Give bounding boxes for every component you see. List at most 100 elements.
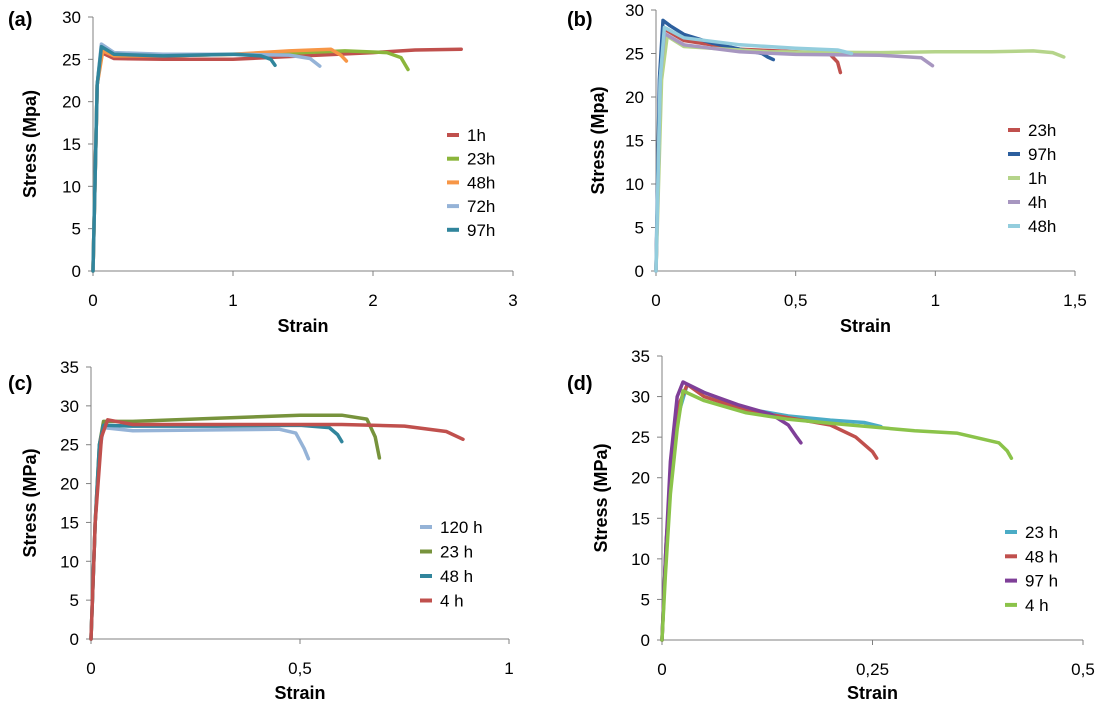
- x-tick-label: 2: [368, 291, 377, 310]
- series-line: [660, 382, 883, 642]
- y-tick-label: 0: [70, 630, 79, 649]
- series-line: [654, 31, 935, 273]
- legend-label: 23 h: [1025, 523, 1058, 542]
- series-line: [91, 44, 277, 273]
- y-tick-label: 5: [641, 590, 650, 609]
- legend-label: 4h: [1028, 193, 1047, 212]
- legend-label: 120 h: [440, 518, 483, 537]
- y-tick-label: 30: [62, 8, 81, 27]
- legend-label: 72h: [467, 197, 495, 216]
- x-tick-label: 0: [651, 291, 660, 310]
- y-tick-label: 15: [631, 509, 650, 528]
- legend-label: 97h: [1028, 145, 1056, 164]
- legend-label: 1h: [1028, 169, 1047, 188]
- x-tick-label: 0,5: [288, 659, 312, 678]
- series-line: [89, 423, 344, 641]
- y-tick-label: 20: [60, 475, 79, 494]
- y-tick-label: 0: [635, 262, 644, 281]
- y-tick-label: 30: [631, 388, 650, 407]
- x-tick-label: 1: [504, 659, 513, 678]
- y-tick-label: 10: [625, 175, 644, 194]
- y-tick-label: 10: [60, 552, 79, 571]
- series-line: [91, 47, 463, 273]
- legend-label: 48h: [467, 173, 495, 192]
- legend: 23h 97h 1h 4h 48h: [1008, 121, 1056, 236]
- series-line: [654, 25, 854, 273]
- y-tick-label: 20: [62, 93, 81, 112]
- y-tick-label: 35: [631, 347, 650, 366]
- y-tick-label: 20: [631, 469, 650, 488]
- y-tick-label: 25: [631, 428, 650, 447]
- y-tick-label: 5: [72, 220, 81, 239]
- panel-label: (b): [567, 9, 593, 31]
- series-line: [654, 34, 1066, 273]
- y-tick-label: 0: [72, 262, 81, 281]
- x-tick-label: 0,5: [1071, 660, 1095, 679]
- y-tick-label: 15: [625, 132, 644, 151]
- legend-label: 4 h: [440, 592, 464, 611]
- y-tick-label: 20: [625, 88, 644, 107]
- x-tick-label: 1: [228, 291, 237, 310]
- series-line: [660, 389, 1014, 642]
- y-tick-label: 25: [625, 45, 644, 64]
- y-tick-label: 5: [70, 591, 79, 610]
- y-axis-label: Stress (Mpa): [20, 90, 40, 198]
- x-tick-label: 0: [657, 660, 666, 679]
- series-line: [660, 380, 803, 642]
- series-line: [89, 413, 382, 641]
- panel-a: 0 5 10 15 20 25 30 0 1 2 3 Strain Stress (Mpa) (a) 1h 2…: [8, 8, 518, 336]
- panel-c: 0 5 10 15 20 25 30 35 0 0,5 1 Strain Stress (MPa) (c)…: [8, 358, 514, 703]
- panel-label: (a): [8, 9, 32, 31]
- y-tick-label: 15: [62, 135, 81, 154]
- legend-label: 4 h: [1025, 596, 1049, 615]
- y-tick-label: 0: [641, 631, 650, 650]
- y-tick-label: 30: [60, 397, 79, 416]
- y-axis-label: Stress (MPa): [20, 448, 40, 557]
- legend-label: 48 h: [1025, 547, 1058, 566]
- legend: 23 h 48 h 97 h 4 h: [1005, 523, 1058, 615]
- x-tick-label: 0: [86, 659, 95, 678]
- x-tick-label: 3: [508, 291, 517, 310]
- panel-label: (c): [8, 373, 32, 395]
- legend-label: 97h: [467, 221, 495, 240]
- y-tick-label: 15: [60, 513, 79, 532]
- series-line: [91, 47, 349, 273]
- legend: 120 h 23 h 48 h 4 h: [420, 518, 483, 611]
- series-line: [654, 27, 843, 273]
- y-tick-label: 25: [62, 50, 81, 69]
- y-axis-label: Stress (MPa): [591, 443, 611, 552]
- legend-label: 23h: [1028, 121, 1056, 140]
- x-tick-label: 0,5: [784, 291, 808, 310]
- x-axis-label: Strain: [274, 683, 325, 703]
- y-tick-label: 35: [60, 358, 79, 377]
- legend: 1h 23h 48h 72h 97h: [447, 126, 495, 240]
- y-tick-label: 5: [635, 219, 644, 238]
- x-tick-label: 1: [931, 291, 940, 310]
- x-axis-label: Strain: [277, 316, 328, 336]
- y-tick-label: 30: [625, 1, 644, 20]
- x-axis-label: Strain: [840, 316, 891, 336]
- panel-d: 0 5 10 15 20 25 30 35 0 0,25 0,5 Strain Stress (MPa)…: [567, 347, 1095, 703]
- y-tick-label: 25: [60, 436, 79, 455]
- legend-label: 1h: [467, 126, 486, 145]
- legend-label: 23 h: [440, 543, 473, 562]
- legend-label: 48h: [1028, 217, 1056, 236]
- y-axis-label: Stress (Mpa): [588, 86, 608, 194]
- x-axis-label: Strain: [847, 683, 898, 703]
- panel-b: 0 5 10 15 20 25 30 0 0,5 1 1,5 Strain Stress (Mpa) (b…: [567, 1, 1087, 336]
- series-line: [89, 418, 465, 641]
- x-tick-label: 1,5: [1063, 291, 1087, 310]
- y-tick-label: 10: [62, 177, 81, 196]
- series-line: [91, 42, 322, 273]
- y-tick-label: 10: [631, 550, 650, 569]
- panel-label: (d): [567, 373, 593, 395]
- x-tick-label: 0: [88, 291, 97, 310]
- legend-label: 23h: [467, 150, 495, 169]
- series-line: [91, 47, 410, 273]
- legend-label: 97 h: [1025, 572, 1058, 591]
- legend-label: 48 h: [440, 567, 473, 586]
- series-line: [654, 18, 776, 273]
- series-line: [89, 425, 311, 641]
- x-tick-label: 0,25: [856, 660, 889, 679]
